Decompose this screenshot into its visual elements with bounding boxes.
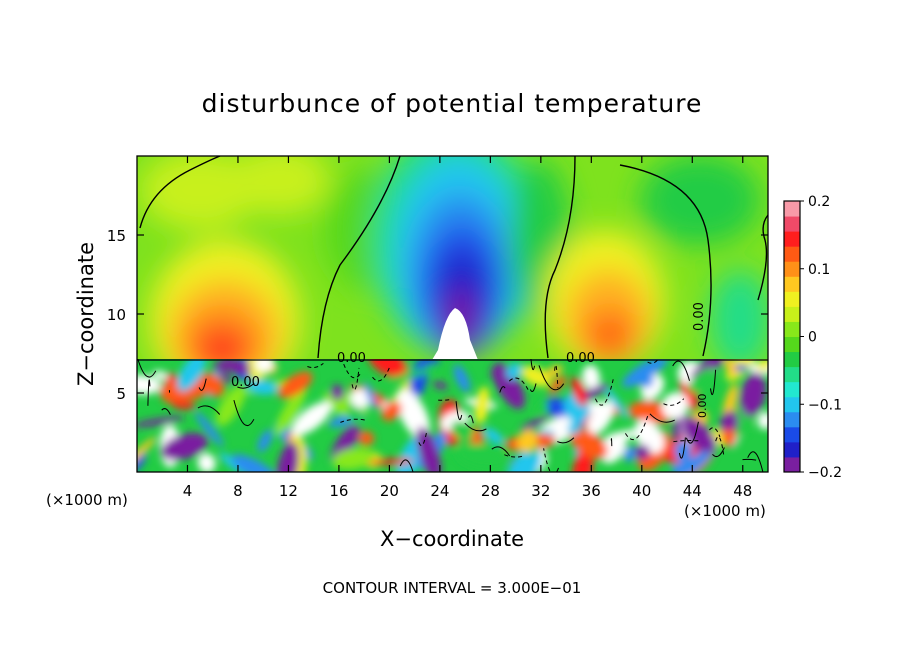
colorbar-swatch [784,216,800,232]
y-tick-label: 5 [116,385,126,403]
colorbar-swatch [784,246,800,262]
contour-label: 0.00 [692,302,707,331]
colorbar-tick-label: 0.1 [808,262,830,278]
plot-area [137,156,768,472]
contour-label: 0.00 [337,351,366,366]
colorbar-swatch [784,381,800,398]
lower-turbulent-field [137,359,768,472]
colorbar-swatch [784,456,800,473]
x-tick-label: 28 [481,482,500,500]
colorbar-swatch [784,411,800,428]
contour-interval-note: CONTOUR INTERVAL = 3.000E−01 [323,579,582,597]
colorbar-swatch [784,426,800,443]
x-tick-label: 36 [582,482,601,500]
colorbar-swatch [784,366,800,383]
colorbar-tick-label: −0.1 [808,397,842,413]
x-unit-right: (×1000 m) [684,502,766,520]
x-tick-label: 44 [683,482,702,500]
colorbar: 0.2 0.1 0 −0.1 −0.2 [783,194,842,481]
colorbar-tick-label: 0.2 [808,194,830,210]
colorbar-swatch [784,276,800,292]
y-axis-label: Z−coordinate [74,242,98,386]
colorbar-swatch [784,231,800,247]
colorbar-swatch [784,351,800,368]
y-tick-label: 15 [107,227,126,245]
x-tick-label: 16 [329,482,348,500]
x-tick-label: 8 [233,482,243,500]
upper-field [137,156,768,361]
chart-title: disturbunce of potential temperature [202,89,703,118]
colorbar-swatch [784,336,800,353]
x-tick-label: 4 [183,482,193,500]
contour-label: 0.00 [696,394,709,419]
x-tick-label: 20 [380,482,399,500]
colorbar-swatch [784,306,800,322]
colorbar-swatch [784,201,800,217]
contour-label: 0.00 [566,351,595,366]
colorbar-swatch [784,396,800,413]
x-tick-label: 24 [430,482,449,500]
x-tick-label: 12 [279,482,298,500]
contour-label: 0.00 [231,375,260,390]
colorbar-swatch [784,321,800,337]
colorbar-tick-label: 0 [808,330,817,346]
x-tick-label: 40 [632,482,651,500]
x-unit-left: (×1000 m) [46,491,128,509]
y-tick-label: 10 [107,306,126,324]
x-tick-label: 32 [531,482,550,500]
x-axis-label: X−coordinate [380,527,524,551]
x-tick-label: 48 [733,482,752,500]
colorbar-swatch [784,291,800,307]
colorbar-swatch [784,441,800,458]
colorbar-tick-label: −0.2 [808,465,842,481]
colorbar-swatch [784,261,800,277]
